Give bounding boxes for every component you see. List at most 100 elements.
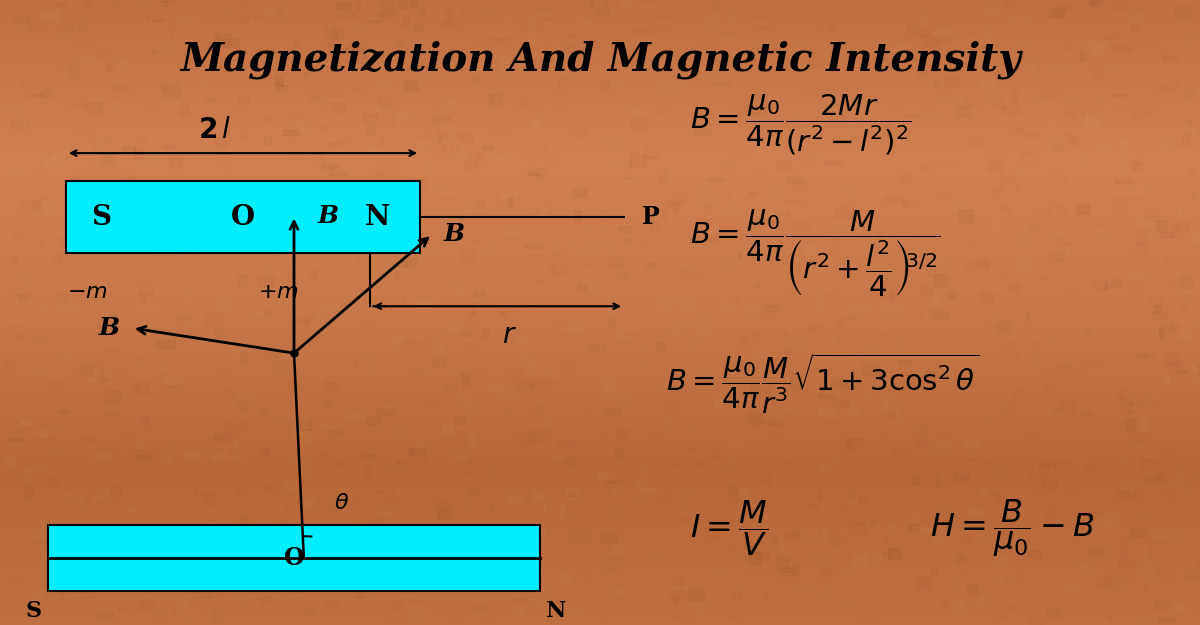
Bar bbox=[554, 552, 563, 564]
Bar bbox=[1081, 112, 1085, 116]
Bar bbox=[749, 192, 757, 194]
Bar bbox=[202, 42, 212, 52]
Bar bbox=[136, 14, 149, 19]
Bar bbox=[356, 88, 368, 96]
Bar bbox=[916, 441, 926, 447]
Bar bbox=[779, 409, 796, 412]
Bar bbox=[287, 147, 302, 159]
Bar bbox=[979, 2, 994, 9]
Bar bbox=[768, 353, 778, 359]
Bar bbox=[536, 568, 544, 576]
Bar bbox=[836, 144, 844, 152]
Bar bbox=[253, 13, 263, 19]
Bar bbox=[547, 262, 550, 272]
Bar bbox=[888, 126, 890, 138]
Bar bbox=[719, 162, 731, 168]
Bar bbox=[103, 448, 116, 453]
Bar bbox=[806, 262, 824, 268]
Bar bbox=[329, 166, 332, 171]
Bar bbox=[474, 291, 484, 296]
Bar bbox=[25, 485, 32, 494]
Bar bbox=[990, 145, 1002, 153]
Bar bbox=[816, 89, 826, 92]
Bar bbox=[288, 383, 299, 392]
Bar bbox=[50, 449, 66, 452]
Bar bbox=[1117, 395, 1127, 398]
Bar bbox=[834, 439, 851, 441]
Bar bbox=[47, 31, 54, 35]
Bar bbox=[653, 27, 667, 33]
Bar bbox=[97, 65, 110, 76]
Bar bbox=[58, 353, 70, 358]
Bar bbox=[853, 308, 868, 311]
Bar bbox=[1118, 574, 1132, 579]
Bar bbox=[943, 77, 959, 85]
Bar bbox=[560, 605, 577, 616]
Bar bbox=[750, 328, 758, 334]
Bar bbox=[1172, 602, 1184, 610]
Bar bbox=[1049, 408, 1056, 412]
Bar bbox=[124, 556, 127, 562]
Bar bbox=[799, 534, 816, 538]
Bar bbox=[1063, 495, 1069, 505]
Bar bbox=[793, 114, 800, 116]
Bar bbox=[558, 442, 575, 447]
Bar bbox=[686, 429, 691, 432]
Bar bbox=[878, 306, 895, 317]
Bar bbox=[266, 217, 275, 224]
Bar bbox=[917, 427, 929, 434]
Bar bbox=[1054, 145, 1063, 151]
Bar bbox=[487, 62, 490, 70]
Bar bbox=[422, 134, 427, 136]
Bar bbox=[25, 293, 34, 298]
Bar bbox=[1084, 354, 1102, 363]
Bar bbox=[1190, 231, 1200, 242]
Bar bbox=[307, 378, 323, 390]
Bar bbox=[535, 406, 544, 414]
Bar bbox=[1175, 8, 1189, 18]
Bar bbox=[336, 2, 350, 9]
Bar bbox=[876, 246, 880, 248]
Bar bbox=[350, 399, 359, 403]
Bar bbox=[362, 114, 378, 121]
Bar bbox=[701, 611, 709, 614]
Bar bbox=[254, 12, 260, 15]
Bar bbox=[458, 251, 473, 260]
Text: B: B bbox=[318, 204, 340, 228]
Bar bbox=[28, 94, 42, 97]
Bar bbox=[374, 107, 379, 110]
Bar bbox=[922, 34, 930, 44]
Bar bbox=[852, 370, 857, 376]
Bar bbox=[192, 583, 200, 592]
Bar bbox=[1132, 230, 1148, 232]
Bar bbox=[856, 610, 863, 619]
Bar bbox=[358, 590, 360, 596]
Bar bbox=[197, 531, 211, 536]
Bar bbox=[808, 56, 823, 68]
Bar bbox=[582, 19, 589, 22]
Bar bbox=[1033, 359, 1038, 369]
Bar bbox=[1064, 442, 1072, 453]
Bar bbox=[368, 266, 376, 271]
Bar bbox=[605, 447, 622, 450]
Bar bbox=[35, 532, 48, 539]
Bar bbox=[97, 48, 108, 58]
Bar bbox=[1020, 194, 1033, 199]
Bar bbox=[548, 31, 560, 41]
Bar bbox=[864, 405, 876, 416]
Bar bbox=[845, 52, 857, 64]
Bar bbox=[602, 223, 607, 229]
Bar bbox=[215, 432, 218, 441]
Bar bbox=[533, 586, 546, 596]
Bar bbox=[112, 84, 128, 90]
Bar bbox=[989, 464, 1007, 471]
Bar bbox=[474, 298, 486, 301]
Bar bbox=[707, 528, 718, 537]
Bar bbox=[546, 418, 552, 429]
Bar bbox=[902, 84, 916, 91]
Bar bbox=[90, 540, 107, 547]
Bar bbox=[1012, 129, 1027, 134]
Bar bbox=[58, 26, 73, 35]
Bar bbox=[551, 262, 568, 272]
Bar bbox=[205, 314, 222, 324]
